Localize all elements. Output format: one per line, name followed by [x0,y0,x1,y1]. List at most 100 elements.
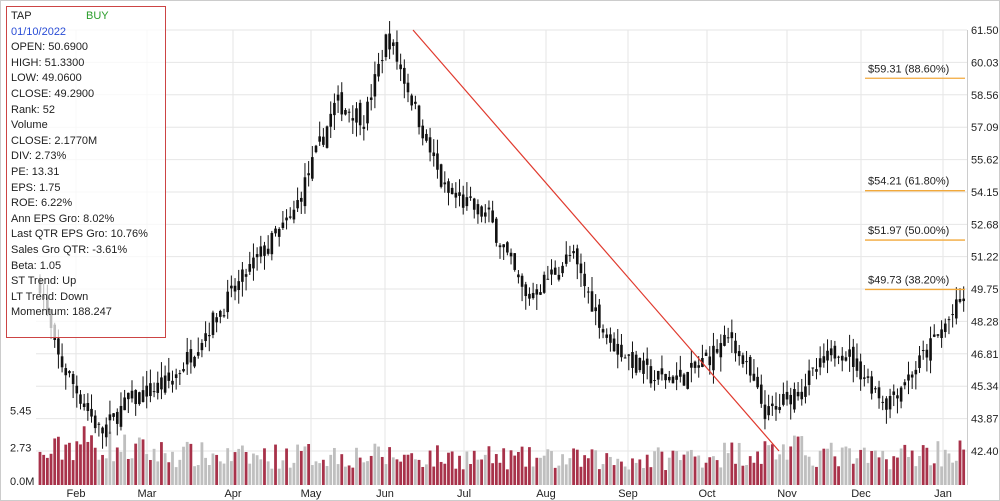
price-candle [811,367,815,369]
price-candle [594,307,597,312]
short-term-trend: ST Trend: Up [11,275,77,288]
volume-bar [156,461,160,485]
volume-bar [292,462,296,485]
price-candle [800,391,804,400]
volume-bar [355,447,358,485]
volume-bar [800,436,804,485]
price-tick-label: 52.68 [971,219,999,231]
volume-bar [796,436,800,485]
price-candle [439,164,443,187]
price-candle [104,424,108,438]
volume-bar [597,469,601,485]
volume-bar [119,451,123,485]
price-candle [82,403,86,407]
price-candle [152,391,156,393]
volume-bar [145,454,149,485]
price-candle [745,361,748,363]
price-candle [848,349,851,357]
volume-bar [535,457,539,485]
price-candle [826,350,829,361]
volume-bar [152,448,156,485]
volume-bar [877,457,881,485]
volume-bar [667,457,671,485]
price-candle [616,343,620,355]
price-candle [737,351,741,357]
volume-bar [64,444,68,485]
price-candle [557,274,561,280]
price-candle [314,145,318,153]
price-candle [918,355,921,369]
trendline [412,29,780,452]
volume-bar [951,462,955,485]
price-candle [774,406,778,410]
price-candle [344,110,347,115]
price-candle [535,289,539,295]
volume-bar [373,443,377,485]
volume-bar [896,457,899,485]
volume-bar [413,459,417,485]
price-candle [929,338,932,361]
rank-value: Rank: 52 [11,103,56,116]
volume-bar [472,450,476,485]
price-candle [285,217,288,221]
volume-bar [362,462,366,485]
price-candle [145,385,149,397]
volume-bar [811,465,815,485]
volume-bar [182,446,185,485]
volume-bar [377,446,380,485]
volume-bar [270,468,274,485]
price-candle [609,334,612,343]
volume-bar [605,453,609,485]
price-candle [840,355,844,361]
price-candle [502,244,505,248]
volume-bar [759,463,763,485]
price-candle [428,137,432,153]
price-candle [373,74,377,97]
volume-bar [425,464,428,485]
volume-bar [693,456,697,485]
volume-bar [697,455,701,485]
volume-bar [940,466,943,485]
volume-bar [395,459,399,485]
price-candle [818,358,822,368]
volume-bar [627,469,631,485]
price-candle [274,228,277,234]
volume-bar [93,447,97,485]
price-candle [108,414,112,421]
price-candle [553,267,557,275]
volume-bar [793,435,796,485]
price-candle [568,254,572,256]
price-candle [288,216,292,218]
price-candle [68,371,71,374]
high-price: HIGH: 51.3300 [11,56,85,69]
price-candle [395,42,399,62]
price-candle [193,356,196,367]
volume-bar [612,465,616,485]
volume-bar [656,447,660,485]
volume-bar [299,450,303,485]
volume-bar [126,458,130,485]
price-candle [336,94,340,101]
price-candle [362,126,366,129]
price-candle [182,368,185,372]
volume-bar [509,450,513,485]
volume-bar [723,442,726,485]
volume-tick-label: 2.73 [10,443,31,455]
volume-bar [513,455,517,485]
long-term-trend: LT Trend: Down [11,290,89,303]
ticker-row: TAP BUY [11,9,161,25]
volume-bar [402,454,406,485]
price-candle [612,338,616,352]
price-candle [660,368,664,375]
price-candle [71,374,75,385]
price-tick-label: 51.22 [971,252,999,264]
volume-bar [804,455,807,485]
volume-bar [781,444,785,485]
low-price: LOW: 49.0600 [11,72,82,85]
volume-bar [174,467,178,485]
price-candle [763,404,767,420]
volume-bar [211,453,215,485]
price-candle [134,390,137,405]
price-candle [259,246,263,257]
price-candle [160,377,163,390]
